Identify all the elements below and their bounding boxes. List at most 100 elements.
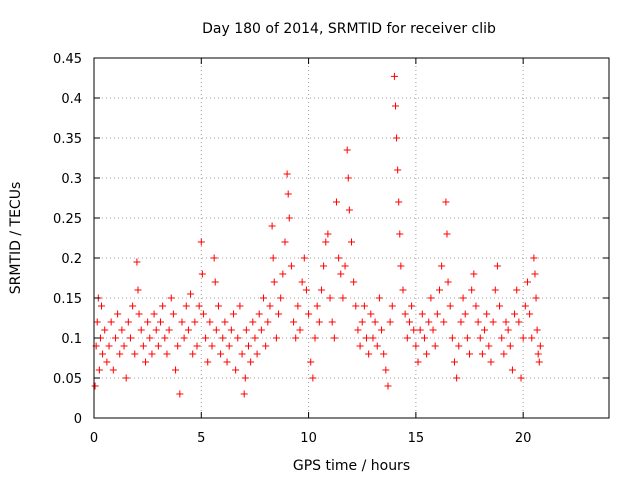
data-point (238, 350, 246, 358)
data-point (397, 262, 405, 270)
data-point (431, 342, 439, 350)
data-point (446, 302, 454, 310)
data-point (360, 302, 368, 310)
data-point (152, 326, 160, 334)
data-point (443, 230, 451, 238)
data-point (120, 342, 128, 350)
data-point (229, 310, 237, 318)
data-point (206, 318, 214, 326)
data-point (223, 358, 231, 366)
data-point (284, 190, 292, 198)
y-tick-label: 0.25 (53, 212, 82, 227)
data-point (328, 318, 336, 326)
data-point (111, 334, 119, 342)
data-point (212, 326, 220, 334)
data-point (369, 334, 377, 342)
data-point (345, 206, 353, 214)
data-point (232, 366, 240, 374)
data-point (167, 294, 175, 302)
data-point (101, 326, 109, 334)
data-point (99, 350, 107, 358)
data-point (513, 286, 521, 294)
data-point (491, 286, 499, 294)
data-point (311, 334, 319, 342)
data-point (249, 318, 257, 326)
data-point (159, 302, 167, 310)
data-point (305, 310, 313, 318)
data-point (236, 302, 244, 310)
data-point (279, 270, 287, 278)
data-point (270, 278, 278, 286)
data-point (161, 334, 169, 342)
data-point (468, 286, 476, 294)
y-tick-label: 0.4 (61, 92, 82, 107)
y-tick-label: 0.35 (53, 132, 82, 147)
x-tick-label: 10 (300, 431, 317, 446)
data-point (528, 334, 536, 342)
data-point (416, 326, 424, 334)
data-point (169, 310, 177, 318)
data-point (470, 270, 478, 278)
data-point (399, 286, 407, 294)
data-point (337, 270, 345, 278)
data-point (275, 310, 283, 318)
data-point (172, 366, 180, 374)
data-point (204, 358, 212, 366)
data-point (394, 166, 402, 174)
data-point (425, 318, 433, 326)
data-point (146, 334, 154, 342)
data-point (367, 310, 375, 318)
data-point (352, 302, 360, 310)
data-point (144, 318, 152, 326)
data-point (296, 326, 304, 334)
data-point (93, 318, 101, 326)
data-point (98, 302, 106, 310)
data-point (530, 254, 538, 262)
data-point (241, 374, 249, 382)
y-tick-label: 0.2 (61, 252, 82, 267)
data-point (502, 318, 510, 326)
data-point (393, 134, 401, 142)
data-point (154, 342, 162, 350)
data-point (268, 222, 276, 230)
data-point (219, 334, 227, 342)
data-point (448, 334, 456, 342)
data-point (373, 342, 381, 350)
data-point (504, 326, 512, 334)
data-point (124, 318, 132, 326)
data-point (412, 342, 420, 350)
data-point (442, 198, 450, 206)
data-point (489, 318, 497, 326)
grid-lines (94, 58, 609, 418)
data-point (474, 318, 482, 326)
data-point (137, 326, 145, 334)
data-point (174, 342, 182, 350)
data-point (506, 342, 514, 350)
data-point (126, 334, 134, 342)
data-point (191, 318, 199, 326)
data-point (388, 302, 396, 310)
data-point (211, 278, 219, 286)
data-point (260, 294, 268, 302)
data-point (335, 254, 343, 262)
y-tick-label: 0.1 (61, 332, 82, 347)
data-point (184, 326, 192, 334)
data-point (386, 318, 394, 326)
data-point (199, 310, 207, 318)
data-point (266, 302, 274, 310)
y-tick-label: 0.05 (53, 372, 82, 387)
data-point (382, 366, 390, 374)
data-point (221, 318, 229, 326)
data-point (129, 302, 137, 310)
data-point (403, 334, 411, 342)
data-point (483, 310, 491, 318)
data-point (500, 350, 508, 358)
data-point (508, 366, 516, 374)
x-tick-label: 15 (408, 431, 425, 446)
data-point (245, 342, 252, 350)
data-point (476, 334, 484, 342)
data-point (272, 334, 280, 342)
x-axis-title: GPS time / hours (293, 458, 410, 474)
data-point (210, 254, 218, 262)
data-point (122, 374, 130, 382)
